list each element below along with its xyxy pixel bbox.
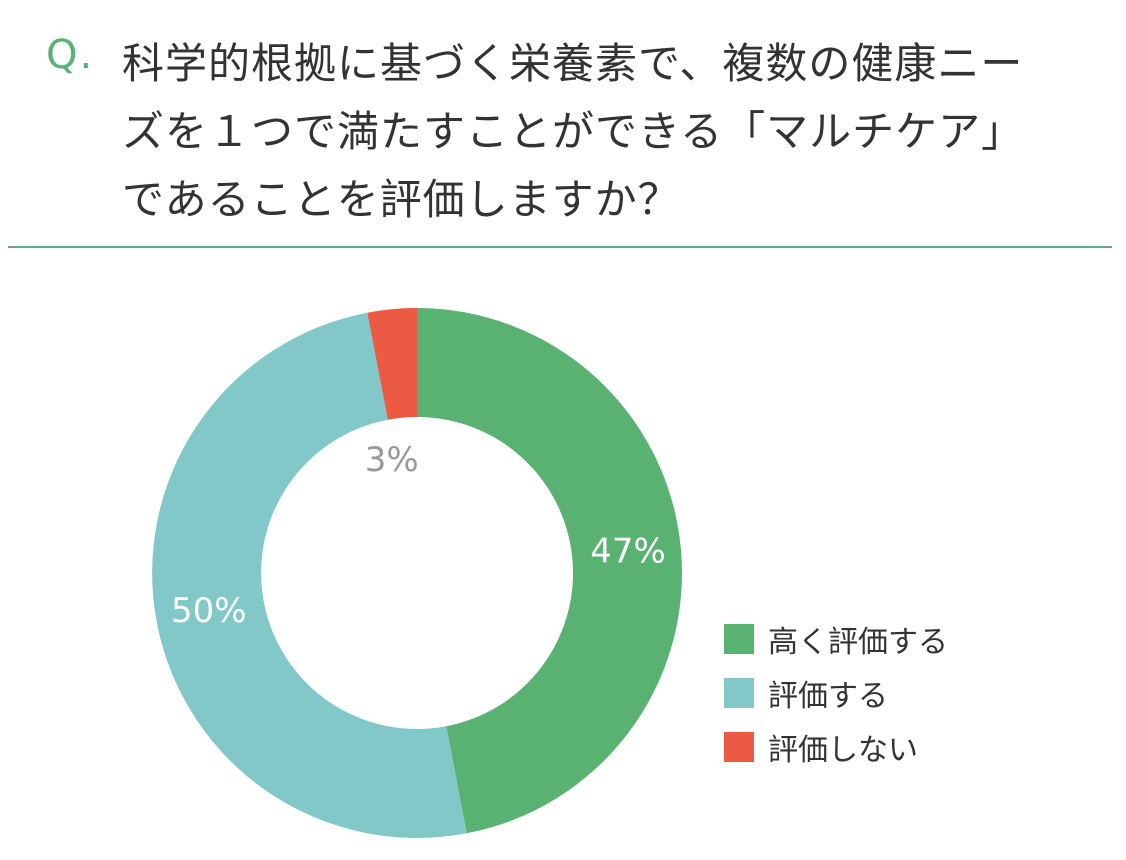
question-text: 科学的根拠に基づく栄養素で、複数の健康ニーズを１つで満たすことができる「マルチケ… xyxy=(122,39,1025,224)
legend-label: 高く評価する xyxy=(768,625,948,660)
legend-swatch xyxy=(724,732,754,762)
legend: 高く評価する 評価する 評価しない xyxy=(724,612,1104,774)
legend-swatch xyxy=(724,678,754,708)
slice-value-label: 50% xyxy=(171,591,247,631)
donut-slice xyxy=(367,308,417,420)
slice-value-label: 47% xyxy=(590,532,666,572)
question-marker: Q. xyxy=(46,32,95,78)
donut-slice xyxy=(152,312,467,838)
divider xyxy=(8,246,1112,248)
donut-slice xyxy=(417,308,682,834)
legend-label: 評価しない xyxy=(768,733,918,768)
slice-value-label: 3% xyxy=(365,440,419,480)
legend-label: 評価する xyxy=(768,679,888,714)
legend-item: 高く評価する xyxy=(724,612,1104,666)
legend-item: 評価する xyxy=(724,666,1104,720)
legend-swatch xyxy=(724,624,754,654)
legend-item: 評価しない xyxy=(724,720,1104,774)
question-block: Q. 科学的根拠に基づく栄養素で、複数の健康ニーズを１つで満たすことができる「マ… xyxy=(46,24,1046,224)
